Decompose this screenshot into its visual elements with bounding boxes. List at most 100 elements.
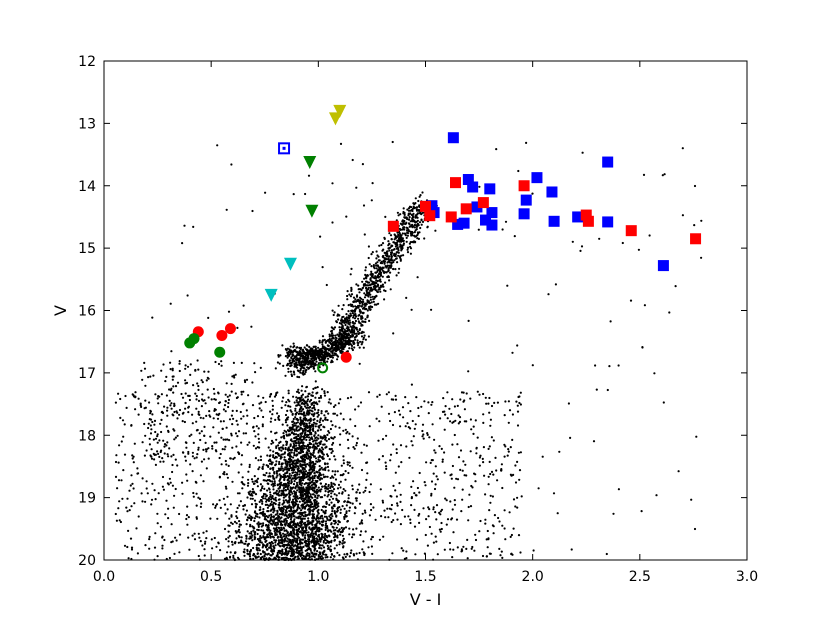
field-star-point (303, 459, 306, 462)
field-star-point (312, 367, 315, 370)
field-star-point (279, 446, 283, 449)
field-star-point (280, 510, 283, 513)
field-star-point (306, 400, 309, 403)
field-star-point (415, 206, 419, 209)
field-star-point (309, 446, 312, 449)
field-star-point (292, 456, 295, 459)
field-star-point (509, 446, 512, 449)
field-star-point (292, 342, 295, 345)
field-star-point (340, 333, 343, 336)
field-star-point (351, 310, 354, 313)
field-star-point (184, 455, 187, 458)
field-star-point (329, 402, 332, 405)
field-star-point (386, 275, 389, 279)
field-star-point (283, 537, 287, 540)
field-star-point (246, 496, 249, 499)
field-star-point (331, 450, 334, 453)
field-star-point (315, 439, 318, 442)
field-star-point (346, 501, 349, 504)
field-star-point (197, 446, 200, 449)
field-star-point (309, 533, 312, 537)
field-star-point (305, 486, 308, 489)
field-star-point (149, 375, 152, 378)
field-star-point (290, 438, 293, 441)
field-star-point (318, 421, 321, 424)
field-star-point (286, 537, 289, 540)
field-star-point (332, 437, 335, 440)
field-star-point (405, 226, 408, 229)
field-star-point (324, 438, 327, 441)
field-star-point (305, 368, 308, 372)
field-star-point (375, 267, 378, 270)
field-star-point (328, 503, 331, 506)
field-star-point (307, 367, 310, 370)
field-star-point (284, 421, 288, 424)
field-star-point (322, 541, 325, 544)
field-star-point (426, 225, 429, 228)
field-star-point (342, 331, 345, 334)
field-star-point (269, 543, 272, 547)
field-star-point (288, 455, 291, 458)
field-star-point (339, 329, 342, 332)
field-star-point (275, 445, 278, 448)
field-star-point (224, 393, 227, 396)
field-star-point (143, 454, 146, 457)
field-star-point (345, 432, 348, 435)
field-star-point (383, 251, 386, 254)
field-star-point (238, 452, 241, 455)
field-star-point (370, 253, 373, 256)
field-star-point (336, 313, 339, 316)
field-star-point (357, 306, 360, 309)
field-star-point (307, 534, 310, 537)
field-star-point (187, 452, 190, 455)
field-star-point (225, 426, 228, 429)
field-star-point (273, 471, 276, 474)
field-star-point (453, 433, 456, 437)
field-star-point (360, 335, 364, 338)
field-star-point (360, 519, 363, 522)
field-star-point (292, 420, 295, 423)
field-star-point (301, 393, 304, 396)
field-star-point (510, 533, 513, 537)
field-star-point (326, 462, 329, 465)
field-star-point (420, 223, 423, 226)
field-star-point (248, 465, 251, 469)
field-star-point (305, 447, 308, 450)
field-star-point (311, 493, 315, 496)
field-star-point (276, 361, 279, 364)
field-star-point (398, 413, 402, 416)
field-star-point (318, 341, 321, 344)
field-star-point (440, 521, 443, 525)
field-star-point (154, 430, 157, 434)
field-star-point (306, 523, 309, 526)
field-star-point (184, 364, 187, 367)
field-star-point (403, 226, 406, 229)
field-star-point (289, 443, 292, 446)
field-star-point (350, 286, 353, 289)
field-star-point (302, 429, 305, 432)
field-star-point (320, 532, 323, 535)
field-star-point (263, 479, 266, 482)
field-star-point (400, 461, 403, 464)
field-star-point (388, 507, 391, 510)
field-star-point (262, 473, 265, 476)
field-star-point (126, 545, 129, 549)
field-star-point (435, 518, 438, 521)
field-star-point (396, 251, 399, 254)
field-star-point (175, 410, 178, 413)
field-star-point (356, 488, 359, 491)
field-star-point (190, 433, 193, 436)
field-star-point (162, 488, 165, 491)
field-star-point (160, 418, 163, 421)
field-star-point (385, 467, 388, 470)
field-star-point (317, 486, 320, 489)
field-star-point (371, 295, 374, 298)
field-star-point (295, 444, 298, 447)
field-star-point (389, 266, 392, 269)
field-star-point (251, 534, 254, 537)
field-star-point (318, 448, 321, 451)
field-star-point (165, 375, 168, 378)
field-star-point (310, 436, 313, 439)
field-star-point (400, 236, 403, 239)
field-star-point (128, 489, 131, 492)
